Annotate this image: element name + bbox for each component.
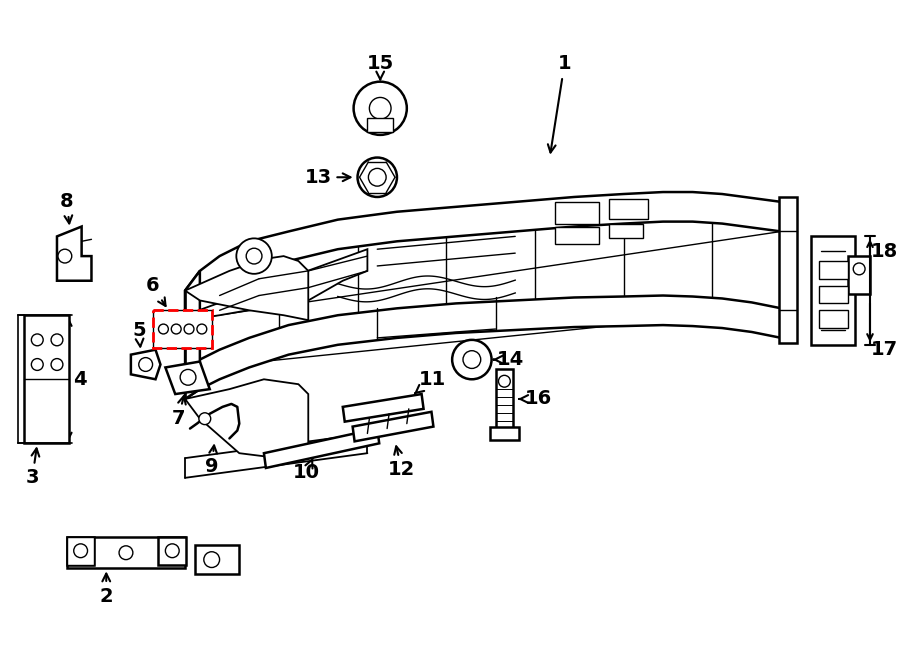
Bar [819, 261, 849, 279]
Bar [819, 310, 849, 328]
Text: 2: 2 [99, 574, 113, 605]
Polygon shape [166, 362, 210, 394]
Bar [158, 537, 186, 564]
Polygon shape [264, 428, 379, 468]
Polygon shape [57, 227, 92, 281]
Polygon shape [185, 379, 309, 458]
Text: 1: 1 [548, 54, 572, 153]
Bar [779, 197, 797, 343]
Text: 4: 4 [73, 369, 86, 389]
Bar [819, 286, 849, 303]
Circle shape [171, 324, 181, 334]
Polygon shape [343, 394, 424, 422]
Bar [153, 310, 211, 348]
Text: 6: 6 [146, 276, 166, 306]
Text: 9: 9 [205, 446, 219, 475]
Text: 15: 15 [366, 54, 394, 80]
Circle shape [463, 351, 481, 368]
Polygon shape [185, 295, 781, 399]
Circle shape [139, 358, 153, 371]
Polygon shape [490, 426, 519, 440]
Bar [608, 223, 644, 239]
Circle shape [32, 334, 43, 346]
Circle shape [32, 358, 43, 370]
Circle shape [247, 249, 262, 264]
Circle shape [452, 340, 491, 379]
Bar [67, 537, 185, 568]
Text: 8: 8 [60, 192, 74, 223]
Bar [608, 199, 648, 219]
Bar [67, 537, 94, 564]
Text: 7: 7 [171, 396, 185, 428]
Bar [496, 369, 513, 430]
Circle shape [203, 552, 220, 568]
Circle shape [58, 249, 72, 263]
Polygon shape [185, 256, 309, 320]
Text: 18: 18 [871, 242, 898, 260]
Text: 11: 11 [415, 369, 446, 393]
Circle shape [197, 324, 207, 334]
Text: 14: 14 [494, 350, 524, 369]
Polygon shape [185, 249, 367, 320]
Polygon shape [353, 412, 434, 442]
Circle shape [119, 546, 133, 560]
Circle shape [369, 97, 392, 119]
Text: 3: 3 [25, 448, 40, 487]
Circle shape [184, 324, 194, 334]
Circle shape [180, 369, 196, 385]
Bar [67, 537, 94, 564]
Text: 16: 16 [519, 389, 553, 408]
Circle shape [354, 82, 407, 135]
Bar [849, 256, 870, 293]
Circle shape [199, 412, 211, 424]
Text: 17: 17 [871, 340, 898, 359]
Circle shape [74, 544, 87, 558]
Bar [554, 202, 599, 223]
Circle shape [51, 334, 63, 346]
Polygon shape [130, 350, 160, 379]
Circle shape [166, 544, 179, 558]
Bar [24, 315, 68, 444]
Circle shape [499, 375, 510, 387]
Bar [554, 227, 599, 245]
Text: 12: 12 [388, 446, 416, 479]
Text: 13: 13 [304, 168, 350, 187]
Circle shape [368, 169, 386, 186]
Circle shape [51, 358, 63, 370]
Bar [367, 118, 393, 132]
Bar [153, 310, 211, 348]
Polygon shape [185, 192, 781, 320]
Circle shape [158, 324, 168, 334]
Circle shape [357, 157, 397, 197]
Circle shape [853, 263, 865, 275]
Circle shape [237, 239, 272, 274]
Text: 5: 5 [132, 321, 146, 346]
Bar [195, 545, 239, 574]
Bar [811, 237, 855, 345]
Text: 10: 10 [292, 458, 320, 483]
Polygon shape [185, 271, 200, 399]
